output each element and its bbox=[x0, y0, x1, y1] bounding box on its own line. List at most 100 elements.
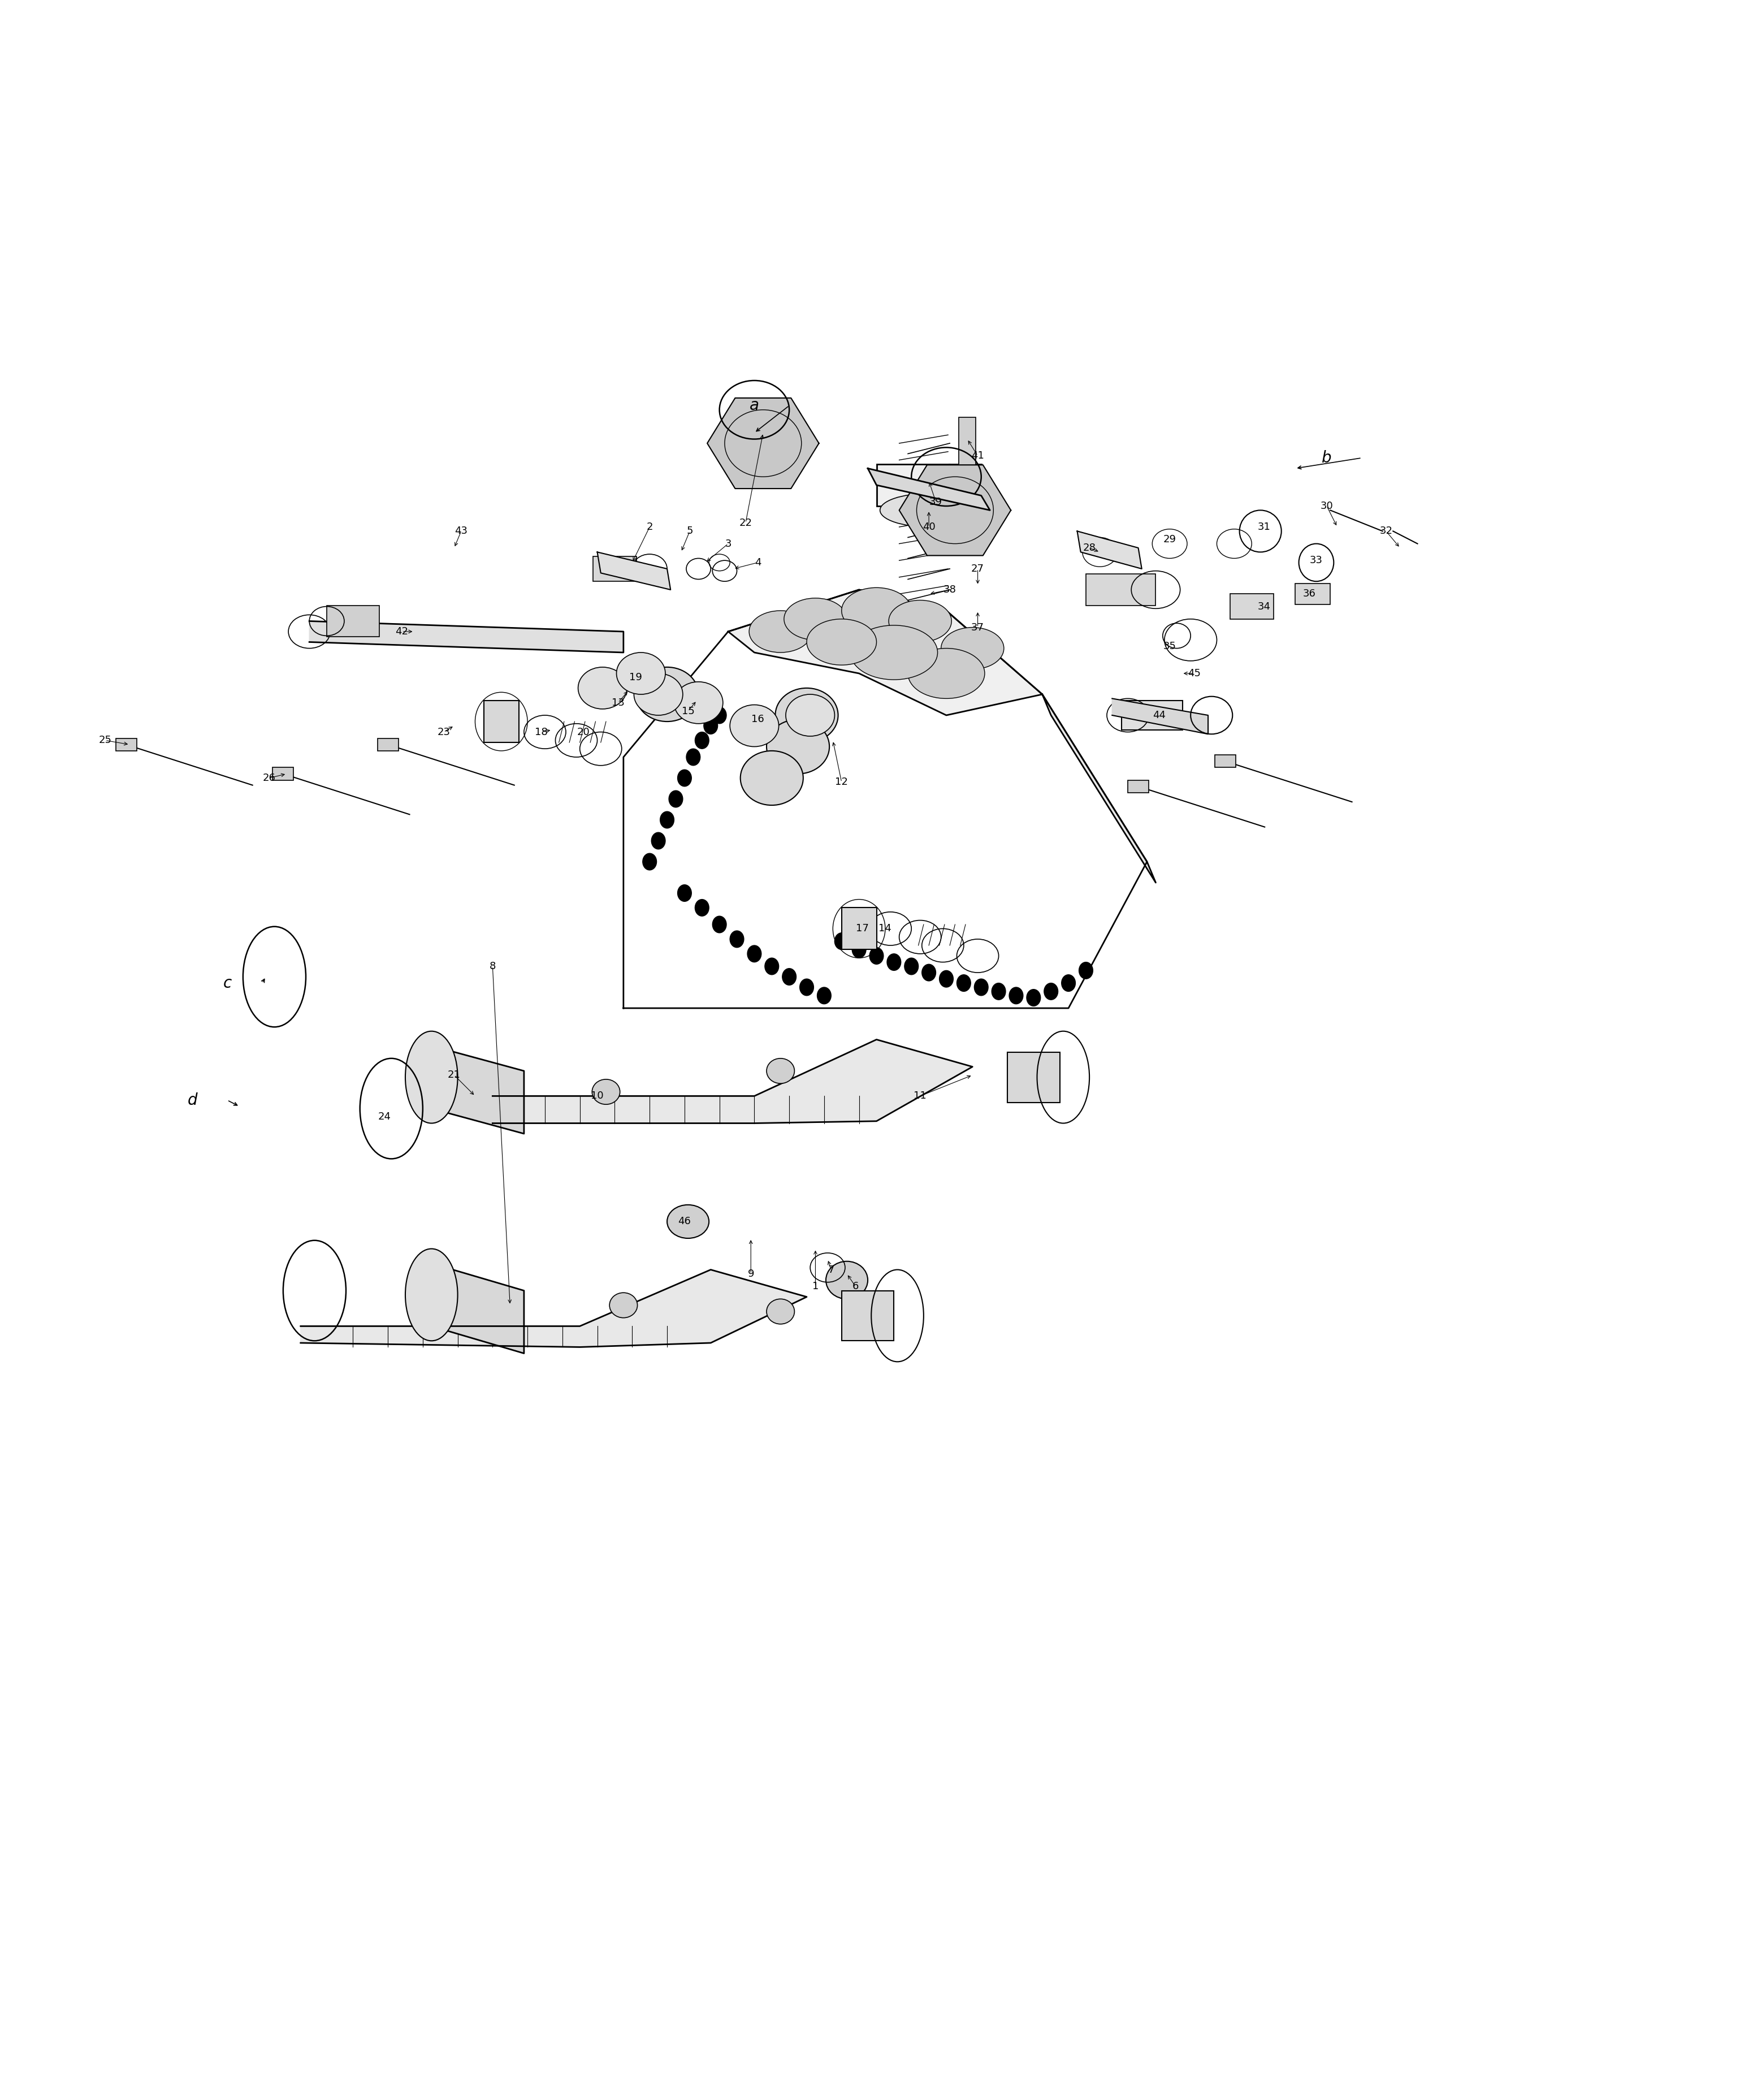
Ellipse shape bbox=[675, 682, 722, 724]
Text: 24: 24 bbox=[379, 1111, 391, 1121]
Text: 10: 10 bbox=[591, 1090, 603, 1100]
Text: 20: 20 bbox=[577, 727, 589, 737]
Ellipse shape bbox=[889, 601, 952, 643]
Circle shape bbox=[694, 899, 708, 916]
Circle shape bbox=[782, 968, 796, 985]
Ellipse shape bbox=[635, 674, 682, 716]
Circle shape bbox=[678, 771, 691, 785]
Polygon shape bbox=[727, 590, 1043, 716]
Polygon shape bbox=[868, 468, 990, 510]
Bar bbox=[1122, 701, 1183, 731]
Text: 44: 44 bbox=[1153, 710, 1166, 720]
Ellipse shape bbox=[668, 1205, 708, 1239]
Circle shape bbox=[922, 964, 936, 981]
Ellipse shape bbox=[908, 649, 985, 699]
Text: 8: 8 bbox=[489, 962, 496, 972]
Ellipse shape bbox=[841, 588, 912, 634]
Text: 31: 31 bbox=[1257, 523, 1271, 531]
Text: 1: 1 bbox=[812, 1281, 819, 1292]
Ellipse shape bbox=[610, 1294, 638, 1319]
Circle shape bbox=[852, 941, 866, 958]
Text: c: c bbox=[223, 974, 231, 991]
Text: 46: 46 bbox=[678, 1216, 691, 1226]
Ellipse shape bbox=[593, 1079, 621, 1105]
Bar bbox=[326, 605, 379, 636]
Text: 41: 41 bbox=[971, 452, 983, 460]
Ellipse shape bbox=[578, 668, 628, 710]
Text: 33: 33 bbox=[1309, 554, 1324, 565]
Polygon shape bbox=[706, 399, 819, 489]
Circle shape bbox=[747, 945, 761, 962]
Text: 16: 16 bbox=[752, 714, 764, 724]
Text: 19: 19 bbox=[629, 672, 642, 682]
Text: 26: 26 bbox=[263, 773, 275, 783]
Polygon shape bbox=[431, 1264, 524, 1352]
Bar bbox=[959, 418, 976, 470]
Ellipse shape bbox=[766, 1300, 794, 1325]
Polygon shape bbox=[431, 1046, 524, 1134]
Polygon shape bbox=[493, 1040, 973, 1124]
Circle shape bbox=[643, 853, 657, 869]
Ellipse shape bbox=[405, 1250, 458, 1340]
Text: d: d bbox=[188, 1092, 198, 1109]
Text: a: a bbox=[750, 397, 759, 414]
Ellipse shape bbox=[941, 628, 1004, 670]
Ellipse shape bbox=[740, 752, 803, 804]
Circle shape bbox=[975, 979, 989, 995]
Text: 34: 34 bbox=[1257, 601, 1271, 611]
Circle shape bbox=[661, 811, 675, 827]
Bar bbox=[377, 739, 398, 752]
Text: 32: 32 bbox=[1380, 527, 1392, 536]
Circle shape bbox=[712, 708, 726, 724]
Bar bbox=[1295, 584, 1331, 605]
Circle shape bbox=[703, 718, 717, 735]
Polygon shape bbox=[300, 1270, 806, 1346]
Text: 40: 40 bbox=[922, 523, 936, 531]
Bar bbox=[1008, 1052, 1061, 1102]
Circle shape bbox=[685, 750, 699, 766]
Polygon shape bbox=[1111, 699, 1208, 735]
Circle shape bbox=[834, 932, 848, 949]
Text: 29: 29 bbox=[1164, 533, 1176, 544]
Polygon shape bbox=[598, 552, 671, 590]
Bar bbox=[841, 907, 876, 949]
Bar bbox=[116, 739, 137, 752]
Circle shape bbox=[1062, 974, 1075, 991]
Text: 28: 28 bbox=[1083, 542, 1096, 552]
Bar bbox=[841, 1292, 894, 1340]
Text: 22: 22 bbox=[740, 519, 752, 527]
Ellipse shape bbox=[617, 653, 666, 695]
Ellipse shape bbox=[749, 611, 812, 653]
Circle shape bbox=[817, 987, 831, 1004]
Circle shape bbox=[670, 790, 682, 806]
Text: 17: 17 bbox=[855, 924, 869, 935]
Text: 4: 4 bbox=[754, 556, 761, 567]
Circle shape bbox=[940, 970, 954, 987]
Text: 43: 43 bbox=[454, 527, 468, 536]
Polygon shape bbox=[1076, 531, 1141, 569]
Bar bbox=[273, 769, 293, 779]
Circle shape bbox=[764, 958, 778, 974]
Text: 23: 23 bbox=[436, 727, 451, 737]
Ellipse shape bbox=[850, 626, 938, 680]
Bar bbox=[1127, 779, 1148, 792]
Text: 3: 3 bbox=[726, 538, 731, 548]
Ellipse shape bbox=[766, 720, 829, 773]
Circle shape bbox=[905, 958, 919, 974]
Ellipse shape bbox=[729, 706, 778, 748]
Text: 36: 36 bbox=[1302, 588, 1317, 598]
Text: 6: 6 bbox=[852, 1281, 859, 1292]
Text: 38: 38 bbox=[943, 584, 957, 594]
Text: 15: 15 bbox=[682, 706, 694, 716]
Polygon shape bbox=[899, 464, 1011, 556]
Ellipse shape bbox=[405, 1031, 458, 1124]
Text: 9: 9 bbox=[747, 1268, 754, 1279]
Text: 35: 35 bbox=[1164, 640, 1176, 651]
Circle shape bbox=[992, 983, 1006, 1000]
Polygon shape bbox=[1043, 695, 1155, 882]
Circle shape bbox=[869, 947, 884, 964]
Bar bbox=[593, 556, 636, 582]
Circle shape bbox=[729, 930, 743, 947]
Circle shape bbox=[1045, 983, 1059, 1000]
Circle shape bbox=[694, 733, 708, 750]
